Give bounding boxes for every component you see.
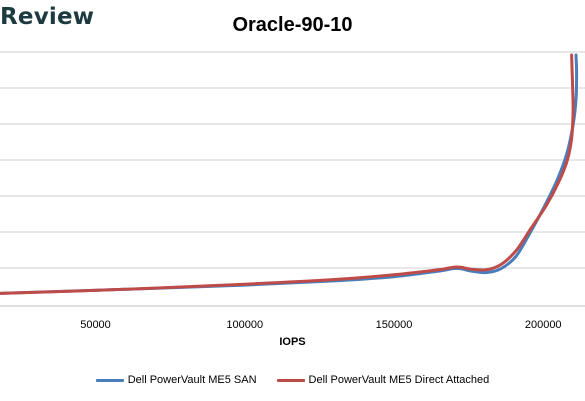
gridlines <box>0 51 585 307</box>
legend-swatch-direct-attached <box>276 378 305 382</box>
x-axis-ticks: 50000 100000 150000 200000 <box>80 319 561 331</box>
legend-label-direct-attached: Dell PowerVault ME5 Direct Attached <box>308 374 490 386</box>
x-tick-label: 100000 <box>226 319 263 331</box>
legend: Dell PowerVault ME5 SAN Dell PowerVault … <box>0 374 585 386</box>
x-tick-label: 150000 <box>376 319 413 331</box>
chart-title: Oracle-90-10 <box>232 14 353 36</box>
series-line-direct-attached <box>0 53 575 295</box>
series-lines <box>0 53 579 295</box>
x-tick-label: 50000 <box>80 319 111 331</box>
x-axis-label: IOPS <box>279 336 306 348</box>
legend-item-direct-attached: Dell PowerVault ME5 Direct Attached <box>276 374 490 386</box>
legend-item-san: Dell PowerVault ME5 SAN <box>95 374 257 386</box>
x-tick-label: 200000 <box>525 319 562 331</box>
series-line-san <box>0 53 579 295</box>
legend-label-san: Dell PowerVault ME5 SAN <box>127 374 257 386</box>
legend-swatch-san <box>95 378 124 382</box>
review-logo: Review <box>0 4 95 30</box>
